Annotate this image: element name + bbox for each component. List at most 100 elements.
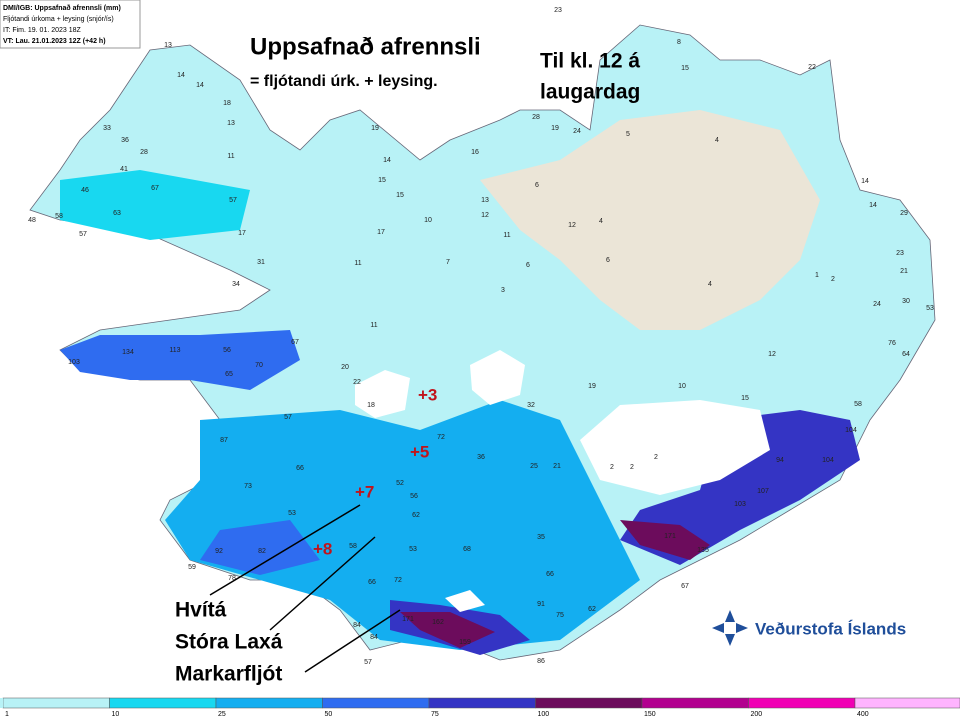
runoff-area: [60, 330, 300, 390]
map-value: 35: [537, 534, 545, 541]
map-value: 67: [291, 339, 299, 346]
map-value: 19: [551, 125, 559, 132]
river-label: Stóra Laxá: [175, 631, 283, 654]
map-value: 11: [354, 260, 361, 267]
map-value: 24: [873, 301, 881, 308]
map-value: 8: [677, 39, 681, 46]
time-note: laugardag: [540, 81, 640, 104]
map-value: 10: [424, 217, 432, 224]
map-value: 94: [776, 457, 784, 464]
legend-label: 400: [857, 711, 869, 718]
map-value: 65: [225, 371, 233, 378]
map-value: 14: [177, 72, 185, 79]
runoff-area: [60, 170, 250, 240]
map-value: 4: [715, 137, 719, 144]
runoff-area: [620, 520, 710, 560]
glacier: [580, 400, 770, 495]
map-value: 30: [902, 298, 910, 305]
map-value: 19: [371, 125, 379, 132]
map-value: 18: [223, 100, 231, 107]
legend-swatch: [215, 697, 323, 709]
runoff-area: [165, 400, 640, 650]
map-value: 70: [255, 362, 263, 369]
map-value: 1: [815, 272, 819, 279]
map-value: 58: [854, 401, 862, 408]
map-value: 58: [55, 213, 63, 220]
legend-swatch: [2, 697, 110, 709]
map-value: 75: [556, 612, 564, 619]
legend-swatch: [428, 697, 536, 709]
map-value: 57: [284, 414, 292, 421]
map-value: 84: [370, 634, 378, 641]
map-value: 21: [553, 463, 561, 470]
map-value: 14: [869, 202, 877, 209]
glacier: [355, 370, 410, 418]
info-line: VT: Lau. 21.01.2023 12Z (+42 h): [3, 38, 106, 45]
map-value: 23: [896, 250, 904, 257]
info-lines: DMI/IGB: Uppsafnað afrennsli (mm) Fljóta…: [3, 4, 121, 45]
map-value: 78: [228, 575, 236, 582]
map-value: 20: [341, 364, 349, 371]
map-value: 48: [28, 217, 36, 224]
arrow: [209, 504, 361, 596]
map-value: 82: [258, 548, 266, 555]
map-value: 62: [588, 606, 596, 613]
map-value: 2: [610, 464, 614, 471]
map-value: 4: [599, 218, 603, 225]
map-value: 2: [630, 464, 634, 471]
map-value: 134: [122, 349, 134, 356]
map-value: 53: [288, 510, 296, 517]
map-value: 103: [734, 501, 746, 508]
map-value: 13: [164, 42, 172, 49]
map-value: 72: [437, 434, 445, 441]
map-value: 6: [606, 257, 610, 264]
map-value: 57: [79, 231, 87, 238]
legend-label: 75: [431, 711, 439, 718]
map-value: 28: [140, 149, 148, 156]
map-value: 92: [215, 548, 223, 555]
annotations: +3 +5 +7 +8: [313, 385, 437, 558]
map-value: 56: [223, 347, 231, 354]
map-value: 107: [757, 488, 769, 495]
info-box: [0, 0, 141, 49]
map-value: 11: [370, 322, 377, 329]
map-value: 17: [377, 229, 385, 236]
map-value: 104: [845, 427, 857, 434]
map-value: 104: [822, 457, 834, 464]
glacier: [445, 590, 485, 612]
color-legend: 1 10 25 50 75 100 150 200 400: [0, 697, 960, 718]
legend-swatch: [641, 697, 749, 709]
legend-swatch: [748, 697, 856, 709]
legend-swatch: [109, 697, 217, 709]
map-value: 91: [537, 601, 545, 608]
time-note: Til kl. 12 á: [540, 50, 640, 73]
map-value: 22: [353, 379, 361, 386]
map-value: 23: [554, 7, 562, 14]
map-value: 46: [81, 187, 89, 194]
map-value: 9: [635, 89, 639, 96]
legend-label: 1: [5, 711, 9, 718]
map-value: 3: [501, 287, 505, 294]
map-value: 22: [808, 64, 816, 71]
map-value: 19: [588, 383, 596, 390]
map-value: 29: [900, 210, 908, 217]
map-value: 63: [113, 210, 121, 217]
map-value: 5: [626, 131, 630, 138]
map-value: 14: [383, 157, 391, 164]
map-value: 86: [537, 658, 545, 665]
map-value: 4: [708, 281, 712, 288]
river-label: Markarfljót: [175, 663, 282, 686]
map-value: 67: [681, 583, 689, 590]
legend-label: 200: [751, 711, 763, 718]
subtitle: = fljótandi úrk. + leysing.: [250, 73, 438, 90]
map-value: 33: [103, 125, 111, 132]
map-value: 73: [244, 483, 252, 490]
map-value: 36: [477, 454, 485, 461]
river-label: Hvítá: [175, 599, 227, 622]
map-value: 25: [530, 463, 538, 470]
legend-label: 50: [325, 711, 333, 718]
map-value: 13: [227, 120, 235, 127]
title: Uppsafnað afrennsli: [250, 33, 481, 60]
info-line: Fljótandi úrkoma + leysing (snjór/ís): [3, 16, 114, 23]
